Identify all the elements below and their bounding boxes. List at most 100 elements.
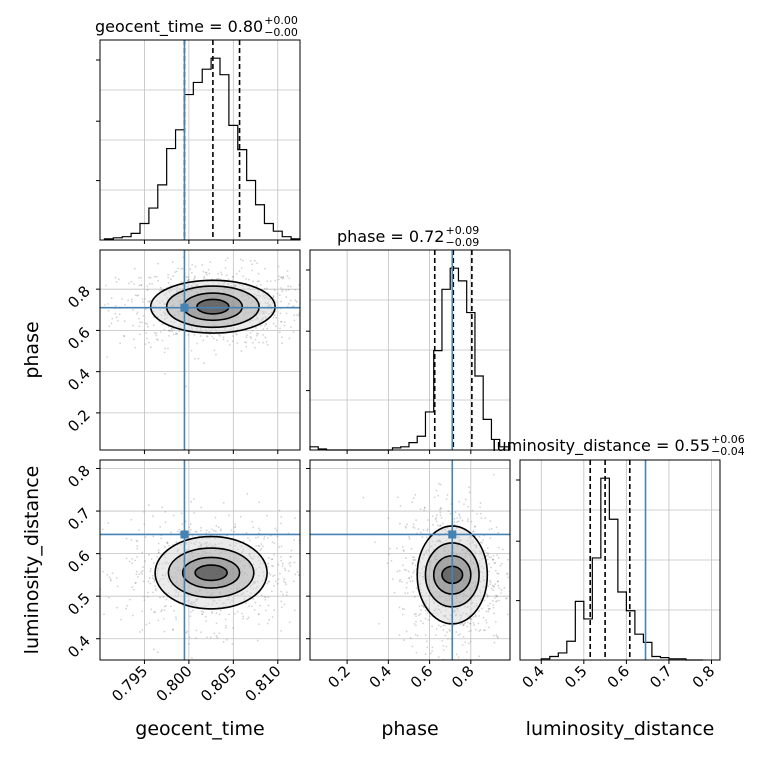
sample-point: [194, 265, 197, 268]
sample-point: [273, 574, 276, 577]
sample-point: [107, 303, 109, 305]
sample-point: [271, 541, 274, 544]
sample-point: [414, 633, 417, 636]
sample-point: [289, 555, 292, 558]
sample-point: [494, 561, 497, 564]
sample-point: [159, 289, 161, 292]
sample-point: [157, 339, 160, 341]
sample-point: [264, 598, 267, 601]
sample-point: [457, 634, 460, 637]
sample-point: [409, 637, 412, 639]
sample-point: [287, 570, 290, 573]
sample-point: [485, 619, 487, 622]
sample-point: [295, 300, 298, 303]
contour-line: [194, 564, 228, 582]
sample-point: [111, 317, 114, 320]
sample-point: [258, 341, 260, 344]
sample-point: [242, 540, 245, 543]
sample-point: [209, 636, 212, 639]
sample-point: [254, 338, 257, 341]
sample-point: [231, 275, 234, 278]
sample-point: [242, 615, 245, 618]
sample-point: [297, 574, 300, 576]
sample-point: [252, 526, 255, 529]
sample-point: [187, 279, 190, 281]
sample-point: [283, 580, 285, 583]
sample-point: [478, 630, 481, 632]
sample-point: [116, 606, 119, 609]
sample-point: [403, 608, 406, 611]
sample-point: [263, 535, 266, 538]
sample-point: [262, 333, 265, 336]
panel-content: [100, 250, 314, 450]
sample-point: [538, 611, 540, 613]
sample-point: [483, 599, 486, 602]
sample-point: [312, 318, 314, 320]
sample-point: [273, 289, 276, 292]
sample-point: [240, 612, 243, 615]
sample-point: [489, 581, 492, 584]
sample-point: [446, 494, 449, 496]
sample-point: [287, 285, 290, 288]
sample-point: [280, 590, 282, 593]
sample-point: [439, 508, 441, 511]
sample-point: [413, 527, 416, 529]
sample-point: [235, 333, 238, 336]
sample-point: [459, 633, 462, 635]
sample-point: [126, 604, 129, 607]
sample-point: [266, 280, 269, 283]
sample-point: [335, 583, 337, 585]
sample-point: [157, 542, 160, 545]
sample-point: [270, 558, 273, 561]
sample-point: [489, 537, 492, 539]
sample-point: [246, 492, 249, 495]
sample-point: [190, 271, 193, 274]
sample-point: [266, 582, 269, 585]
sample-point: [320, 539, 322, 541]
sample-point: [169, 278, 172, 281]
sample-point: [414, 612, 417, 615]
sample-point: [231, 279, 234, 282]
sample-point: [498, 587, 501, 590]
sample-point: [404, 592, 407, 595]
sample-point: [172, 275, 175, 277]
sample-point: [280, 545, 283, 548]
sample-point: [259, 549, 262, 552]
sample-point: [234, 523, 237, 526]
sample-point: [280, 559, 282, 562]
sample-point: [145, 623, 148, 626]
y-tick-label: 0.4: [64, 365, 94, 395]
sample-point: [108, 325, 111, 328]
sample-point: [142, 301, 144, 303]
sample-point: [203, 275, 206, 278]
sample-point: [207, 268, 210, 271]
sample-point: [492, 634, 495, 637]
sample-point: [444, 634, 447, 637]
sample-point: [250, 605, 253, 608]
sample-point: [467, 518, 469, 520]
sample-point: [257, 527, 260, 530]
sample-point: [458, 500, 460, 503]
sample-point: [148, 283, 151, 285]
sample-point: [495, 526, 498, 529]
sample-point: [173, 609, 175, 612]
sample-point: [262, 341, 265, 344]
sample-point: [271, 590, 273, 593]
sample-point: [164, 347, 166, 350]
sample-point: [429, 615, 431, 618]
sample-point: [285, 296, 288, 298]
sample-point: [213, 632, 216, 635]
sample-point: [390, 559, 393, 562]
sample-point: [263, 287, 266, 290]
sample-point: [469, 617, 472, 620]
sample-point: [463, 623, 465, 625]
sample-point: [457, 656, 460, 659]
sample-point: [487, 554, 489, 557]
sample-point: [246, 334, 248, 337]
sample-point: [474, 628, 477, 631]
sample-point: [140, 284, 143, 286]
sample-point: [277, 275, 280, 278]
sample-point: [487, 604, 489, 607]
sample-point: [138, 573, 141, 576]
sample-point: [187, 278, 190, 281]
